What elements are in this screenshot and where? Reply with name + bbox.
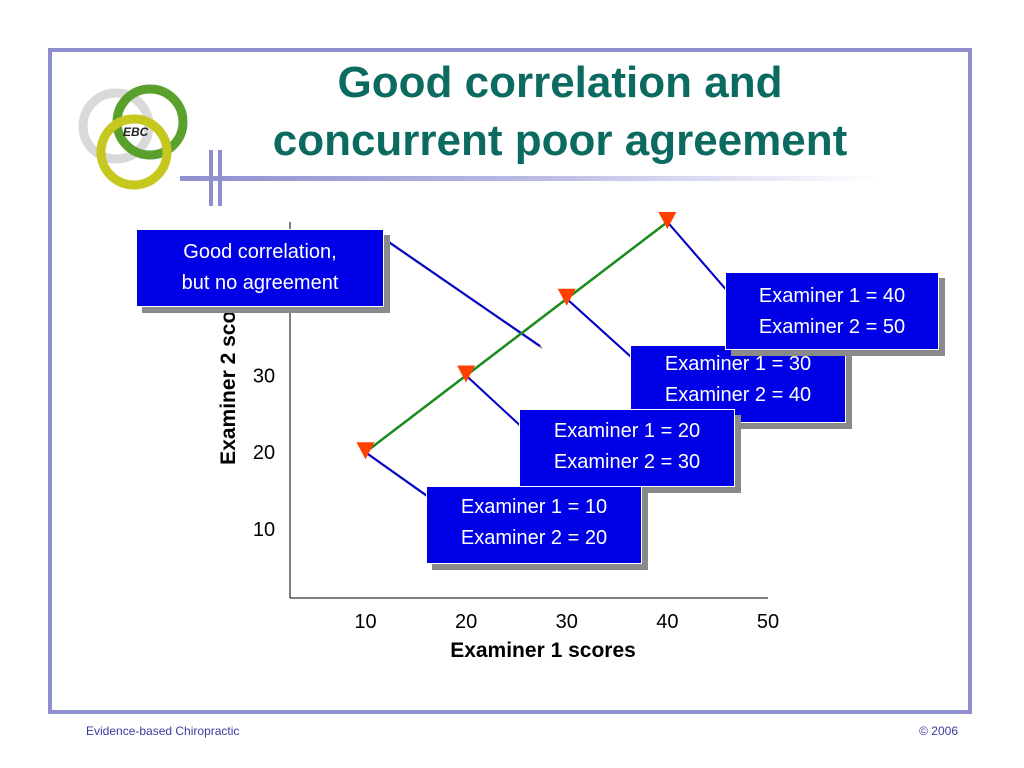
summary-connector: [385, 239, 541, 347]
callout-point-30-40-line-2: Examiner 2 = 40: [664, 384, 812, 406]
y-axis-label: Examiner 2 scores: [217, 279, 240, 465]
callout-point-20-30-line-1: Examiner 1 = 20: [553, 420, 701, 442]
callout-point-40-50: Examiner 1 = 40 Examiner 2 = 50: [725, 272, 939, 350]
data-point-marker: [557, 288, 576, 306]
x-tick-label: 50: [757, 611, 779, 633]
callout-point-10-20-line-2: Examiner 2 = 20: [460, 527, 608, 549]
ebc-logo: EBC: [78, 84, 198, 199]
data-point-marker: [457, 365, 476, 383]
x-tick-label: 40: [656, 611, 678, 633]
callout-point-20-30: Examiner 1 = 20 Examiner 2 = 30: [519, 409, 735, 487]
chart-series: [356, 212, 677, 460]
deco-bar-left: [209, 150, 213, 206]
footer-source: Evidence-based Chiropractic: [86, 724, 240, 738]
slide-title: Good correlation and concurrent poor agr…: [210, 54, 910, 170]
callout-summary-line-2: but no agreement: [181, 272, 339, 294]
connector-line: [465, 374, 526, 431]
x-tick-label: 10: [354, 611, 376, 633]
callout-point-10-20: Examiner 1 = 10 Examiner 2 = 20: [426, 486, 642, 564]
connector-line: [666, 221, 736, 301]
footer-copyright: © 2006: [919, 724, 958, 738]
callout-point-20-30-line-2: Examiner 2 = 30: [553, 451, 701, 473]
callout-point-40-50-line-1: Examiner 1 = 40: [758, 285, 906, 307]
title-line-1: Good correlation and: [337, 58, 783, 107]
deco-bar-right: [218, 150, 222, 206]
callout-point-10-20-line-1: Examiner 1 = 10: [460, 496, 608, 518]
callout-point-40-50-line-2: Examiner 2 = 50: [758, 316, 906, 338]
x-tick-label: 20: [455, 611, 477, 633]
logo-text: EBC: [123, 125, 149, 139]
y-tick-label: 30: [253, 365, 275, 387]
callout-point-30-40: Examiner 1 = 30 Examiner 2 = 40: [630, 345, 846, 423]
trend-line: [364, 221, 669, 454]
x-tick-label: 30: [556, 611, 578, 633]
x-axis-label: Examiner 1 scores: [450, 639, 636, 662]
callout-point-30-40-line-1: Examiner 1 = 30: [664, 353, 812, 375]
title-line-2: concurrent poor agreement: [272, 116, 848, 165]
y-tick-label: 20: [253, 442, 275, 464]
y-tick-label: 10: [253, 519, 275, 541]
callout-summary: Good correlation, but no agreement: [136, 229, 384, 307]
slide-frame: [48, 48, 972, 714]
callout-summary-line-1: Good correlation,: [183, 241, 337, 263]
connector-line: [566, 297, 641, 366]
data-point-marker: [658, 212, 677, 229]
data-point-marker: [356, 442, 375, 460]
title-underline: [180, 176, 880, 181]
